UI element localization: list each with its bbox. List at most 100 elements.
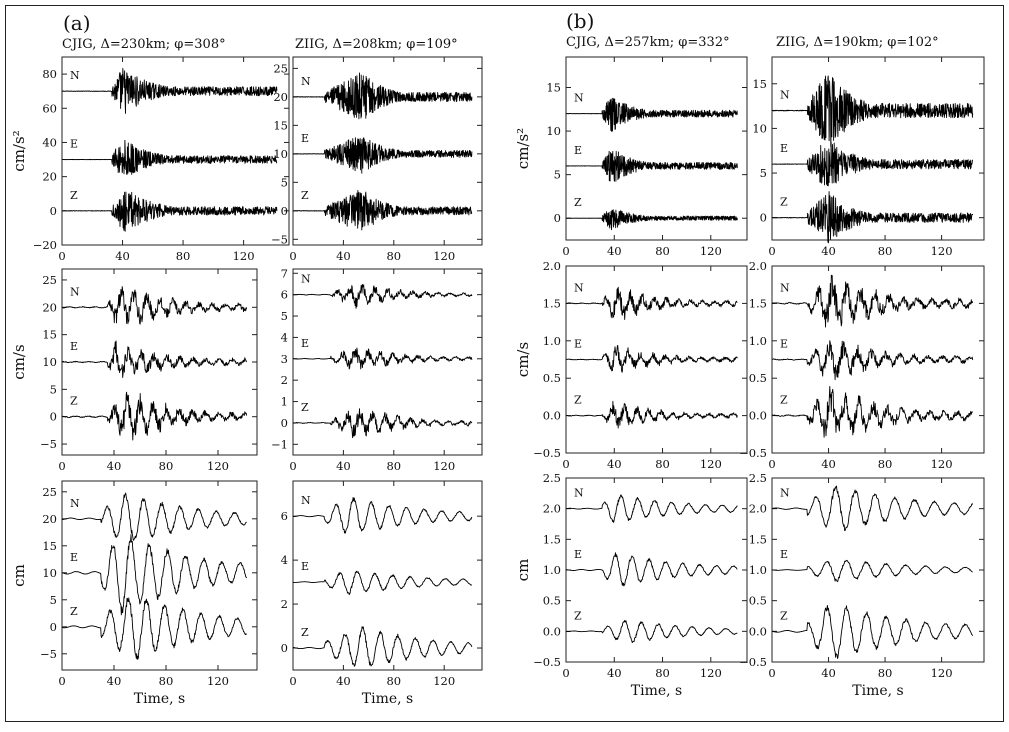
- x-tick-label: 120: [433, 459, 455, 473]
- y-tick-label: 6: [281, 509, 288, 523]
- y-tick-label: 0.0: [543, 624, 561, 638]
- plot-frame: [565, 56, 748, 241]
- component-label: Z: [780, 609, 788, 622]
- x-tick-label: 120: [207, 459, 229, 473]
- x-tick-label: 120: [433, 249, 455, 263]
- y-tick-label: 4: [281, 330, 288, 344]
- y-tick-label: 0.5: [543, 371, 561, 385]
- y-tick-label: 2.0: [543, 502, 561, 516]
- y-tick-label: 1.0: [749, 563, 767, 577]
- subplot-10: 0 40 80 120 −0.5 0.0 0.5 1.0 1.5 2.0 N E Z: [739, 259, 985, 471]
- component-label: Z: [780, 394, 788, 407]
- x-tick-label: 120: [700, 244, 722, 258]
- trace-Z: [292, 189, 473, 231]
- plot-frame: [61, 56, 290, 246]
- component-label: Z: [70, 605, 78, 618]
- component-label: E: [780, 338, 788, 351]
- trace-E: [565, 552, 738, 587]
- x-tick-label: 120: [233, 249, 255, 263]
- component-label: E: [574, 548, 582, 561]
- trace-N: [771, 75, 974, 148]
- x-tick-label: 80: [655, 666, 670, 680]
- component-label: Z: [70, 189, 78, 202]
- y-tick-label: 15: [546, 81, 561, 95]
- plot-frame: [61, 480, 258, 671]
- y-tick-label: 0.0: [749, 409, 767, 423]
- trace-N: [61, 68, 278, 114]
- x-tick-label: 0: [58, 459, 65, 473]
- x-tick-label: 0: [768, 244, 775, 258]
- y-tick-label: 20: [273, 90, 288, 104]
- y-tick-label: 4: [281, 553, 288, 567]
- trace-E: [292, 137, 473, 174]
- x-tick-label: 40: [115, 249, 130, 263]
- y-tick-label: 2.5: [749, 471, 767, 485]
- subplot-12: 0 40 80 120 −0.5 0.0 0.5 1.0 1.5 2.0 2.5 Time, s N E Z: [739, 471, 985, 699]
- subplot-title: ZIIG, Δ=190km; φ=102°: [776, 35, 939, 50]
- trace-E: [772, 340, 974, 381]
- trace-N: [61, 286, 248, 325]
- component-label: N: [301, 75, 311, 88]
- y-axis-label: cm/s²: [10, 130, 28, 171]
- trace-Z: [565, 619, 738, 643]
- x-tick-label: 80: [386, 249, 401, 263]
- y-tick-label: 15: [42, 328, 57, 342]
- y-tick-label: 0: [281, 416, 288, 430]
- trace-E: [61, 534, 248, 616]
- component-label: E: [301, 132, 309, 145]
- y-tick-label: 2.0: [543, 259, 561, 273]
- y-tick-label: 25: [42, 485, 57, 499]
- x-axis-label: Time, s: [362, 691, 413, 707]
- y-tick-label: −5: [271, 232, 288, 246]
- component-label: N: [70, 285, 80, 298]
- x-axis-label: Time, s: [631, 683, 682, 699]
- y-tick-label: 3: [281, 352, 288, 366]
- x-tick-label: 80: [176, 249, 191, 263]
- x-tick-label: 0: [289, 459, 296, 473]
- trace-N: [292, 72, 473, 120]
- component-label: N: [780, 89, 790, 102]
- subplot-8: 0 40 80 120 0 5 10 15 ZIIG, Δ=190km; φ=102° N E Z: [752, 35, 985, 258]
- x-tick-label: 120: [931, 457, 953, 471]
- y-axis-label: cm/s: [514, 342, 532, 377]
- x-tick-label: 120: [700, 457, 722, 471]
- y-tick-label: 1.5: [749, 296, 767, 310]
- trace-E: [61, 340, 248, 378]
- x-axis-label: Time, s: [852, 683, 903, 699]
- trace-Z: [292, 626, 473, 667]
- trace-E: [292, 347, 473, 370]
- y-tick-label: 15: [42, 539, 57, 553]
- y-tick-label: 5: [554, 168, 561, 182]
- trace-E: [771, 141, 974, 187]
- trace-Z: [61, 597, 247, 660]
- x-tick-label: 80: [386, 674, 401, 688]
- component-label: E: [301, 337, 309, 350]
- x-tick-label: 120: [700, 666, 722, 680]
- y-tick-label: 20: [42, 170, 57, 184]
- trace-Z: [771, 385, 974, 438]
- component-label: N: [780, 281, 790, 294]
- trace-N: [565, 286, 738, 320]
- x-tick-label: 0: [58, 674, 65, 688]
- trace-Z: [771, 604, 974, 659]
- component-label: N: [70, 69, 80, 82]
- y-tick-label: 1.0: [543, 334, 561, 348]
- y-tick-label: 15: [752, 77, 767, 91]
- component-label: E: [70, 340, 78, 353]
- y-tick-label: 1.0: [749, 334, 767, 348]
- component-label: N: [70, 497, 80, 510]
- panel-label-a: (a): [63, 11, 91, 35]
- y-axis-label: cm: [10, 564, 28, 587]
- trace-E: [565, 345, 738, 373]
- x-tick-label: 40: [607, 457, 622, 471]
- component-label: Z: [301, 626, 309, 639]
- y-tick-label: 10: [273, 147, 288, 161]
- trace-Z: [565, 209, 738, 231]
- x-tick-label: 0: [768, 666, 775, 680]
- y-tick-label: 10: [42, 566, 57, 580]
